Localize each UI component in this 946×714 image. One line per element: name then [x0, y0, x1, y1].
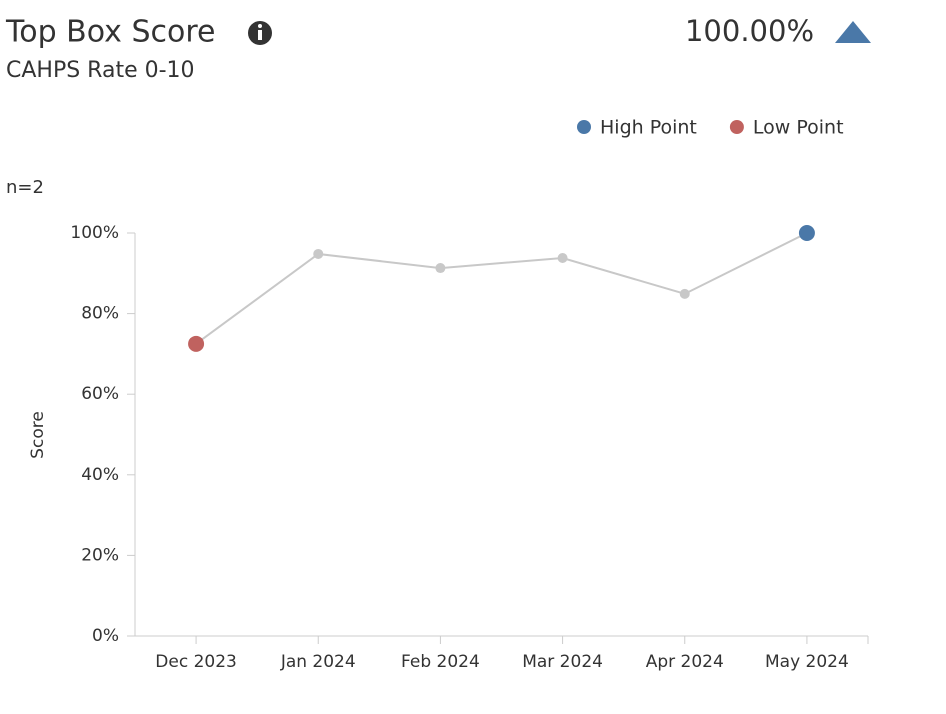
info-icon[interactable]: [248, 21, 272, 45]
x-tick-label: Apr 2024: [646, 652, 724, 672]
x-tick-label: Dec 2023: [155, 652, 237, 672]
x-tick-label: Jan 2024: [280, 652, 356, 672]
x-tick-label: Feb 2024: [401, 652, 480, 672]
data-point: [313, 248, 324, 259]
y-tick-label: 20%: [81, 545, 119, 565]
legend-marker: [729, 120, 744, 134]
x-tick-label: May 2024: [765, 652, 849, 672]
y-tick-label: 80%: [81, 304, 119, 324]
highlight-point: [798, 225, 815, 241]
data-point: [679, 288, 690, 299]
title: Top Box Score: [5, 15, 216, 50]
sample-size: n=2: [6, 177, 44, 198]
y-tick-label: 40%: [81, 465, 119, 485]
subtitle: CAHPS Rate 0-10: [6, 58, 195, 83]
data-point: [435, 263, 446, 274]
y-tick-label: 100%: [70, 223, 119, 243]
y-axis-label: Score: [28, 411, 48, 459]
x-tick-label: Mar 2024: [522, 652, 603, 672]
legend-marker: [577, 120, 591, 134]
data-point: [557, 252, 568, 263]
headline-value: 100.00%: [685, 14, 814, 48]
trend-up-icon: [835, 21, 871, 43]
legend-label: High Point: [600, 117, 697, 139]
y-tick-label: 60%: [81, 384, 119, 404]
highlight-point: [188, 335, 205, 352]
series-line: [195, 232, 808, 345]
legend-label: Low Point: [753, 117, 844, 139]
y-tick-label: 0%: [92, 626, 119, 646]
